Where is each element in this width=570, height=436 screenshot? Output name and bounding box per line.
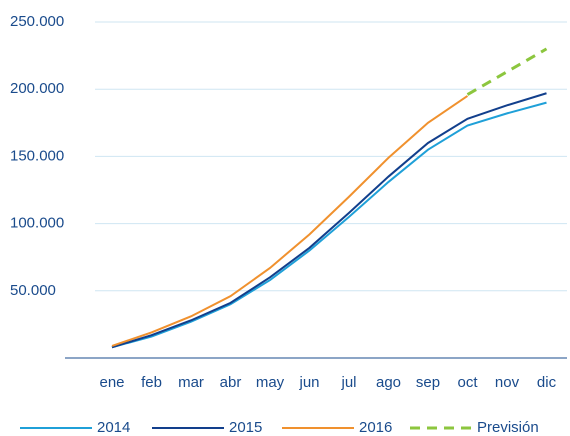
- legend-label: 2016: [359, 419, 392, 436]
- series-line: [466, 47, 548, 96]
- y-tick-label: 100.000: [10, 215, 64, 232]
- y-tick-label: 50.000: [10, 282, 56, 299]
- legend-label: 2015: [229, 419, 262, 436]
- y-tick-label: 150.000: [10, 147, 64, 164]
- x-tick-label: nov: [495, 374, 520, 391]
- x-tick-label: ene: [99, 374, 124, 391]
- x-tick-label: feb: [141, 374, 162, 391]
- x-tick-label: jul: [340, 374, 356, 391]
- y-tick-label: 250.000: [10, 13, 64, 30]
- y-tick-label: 200.000: [10, 80, 64, 97]
- x-tick-label: dic: [537, 374, 557, 391]
- series-line: [111, 92, 547, 349]
- legend-label: 2014: [97, 419, 130, 436]
- x-tick-label: oct: [457, 374, 478, 391]
- x-tick-label: mar: [178, 374, 204, 391]
- series-line: [111, 95, 469, 347]
- x-tick-label: jun: [298, 374, 319, 391]
- x-tick-label: sep: [416, 374, 440, 391]
- series-line: [111, 101, 547, 349]
- legend-label: Previsión: [477, 419, 539, 436]
- x-tick-label: ago: [376, 374, 401, 391]
- x-tick-label: abr: [220, 374, 242, 391]
- x-tick-label: may: [256, 374, 285, 391]
